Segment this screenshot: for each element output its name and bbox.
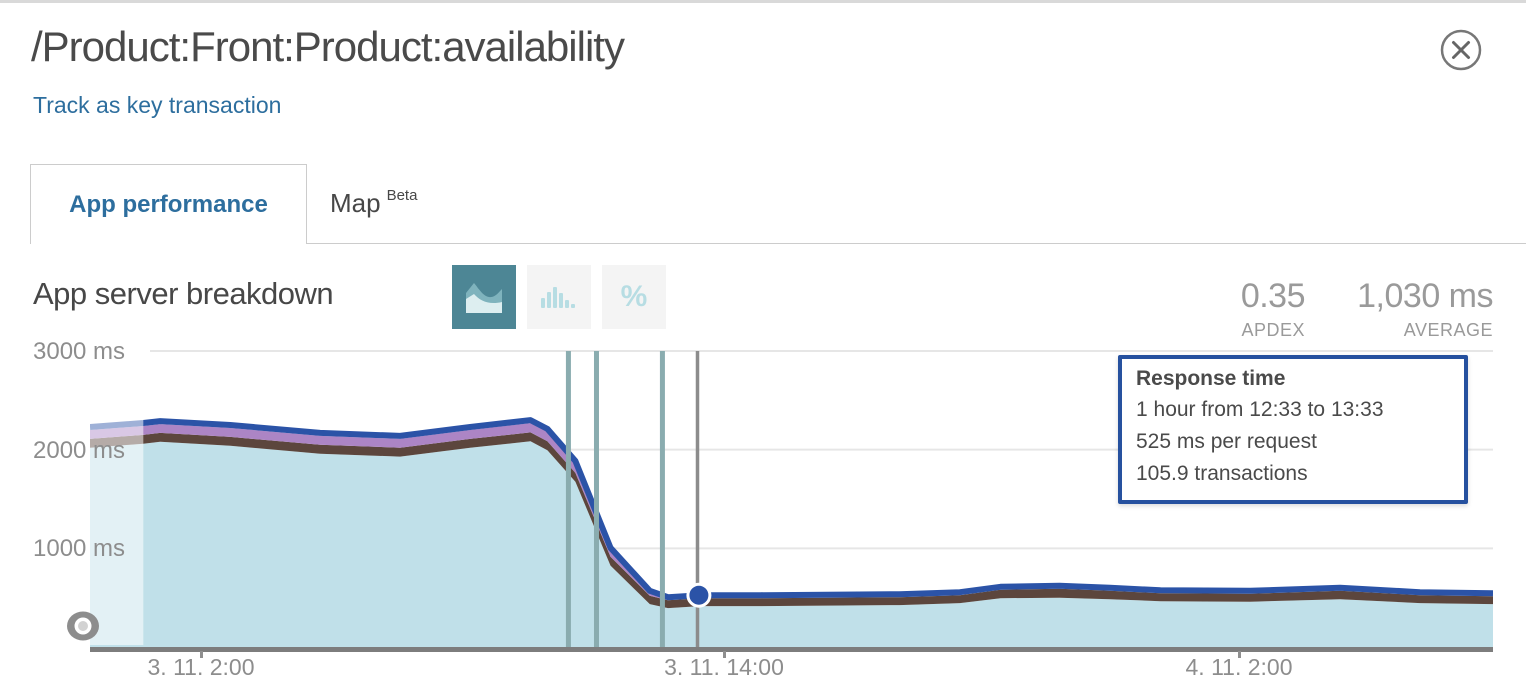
x-axis-tick (1238, 651, 1241, 658)
event-dot-icon (64, 609, 102, 648)
chart-type-toolbar: % (452, 265, 666, 329)
track-key-transaction-link[interactable]: Track as key transaction (33, 92, 282, 118)
percent-icon: % (620, 280, 648, 313)
percent-chart-button[interactable]: % (602, 265, 666, 329)
area-chart-button[interactable] (452, 265, 516, 329)
tab-app-performance-label: App performance (69, 190, 268, 218)
x-axis-label: 4. 11. 2:00 (1185, 654, 1293, 680)
section-heading: App server breakdown (33, 276, 334, 311)
y-axis-tick-2000: 2000 ms (33, 437, 126, 464)
area-chart-icon (466, 283, 502, 313)
bar-chart-button[interactable] (527, 265, 591, 329)
bar-chart-icon (541, 287, 575, 308)
tab-map[interactable]: Map Beta (330, 164, 417, 243)
average-label: AVERAGE (1403, 320, 1493, 340)
circle-x-icon (1440, 29, 1482, 71)
tabbar-divider (307, 243, 1526, 244)
tooltip-line: 525 ms per request (1136, 429, 1317, 453)
page-title: /Product:Front:Product:availability (31, 23, 625, 70)
tooltip-title: Response time (1136, 367, 1286, 390)
tab-app-performance[interactable]: App performance (30, 164, 307, 244)
tooltip-line: 105.9 transactions (1136, 461, 1308, 485)
x-axis-line (90, 647, 1493, 652)
apdex-value: 0.35 (1240, 277, 1306, 315)
x-axis-tick (200, 651, 203, 658)
x-axis-label: 3. 11. 14:00 (664, 654, 784, 680)
chart-tooltip: Response time 1 hour from 12:33 to 13:33… (1118, 355, 1468, 504)
average-value: 1,030 ms (1357, 277, 1493, 315)
apdex-label: APDEX (1241, 320, 1305, 340)
apdex-stat: 0.35 APDEX (1240, 277, 1306, 341)
close-button[interactable] (1439, 28, 1483, 72)
y-axis-tick-1000: 1000 ms (33, 535, 126, 562)
tooltip-line: 1 hour from 12:33 to 13:33 (1136, 398, 1384, 421)
average-stat: 1,030 ms AVERAGE (1357, 277, 1493, 341)
x-axis-label: 3. 11. 2:00 (147, 654, 255, 680)
x-axis-tick (723, 651, 726, 658)
y-axis-tick-3000: 3000 ms (33, 338, 126, 365)
tab-map-label: Map (330, 188, 381, 218)
tab-map-beta-badge: Beta (386, 187, 418, 204)
